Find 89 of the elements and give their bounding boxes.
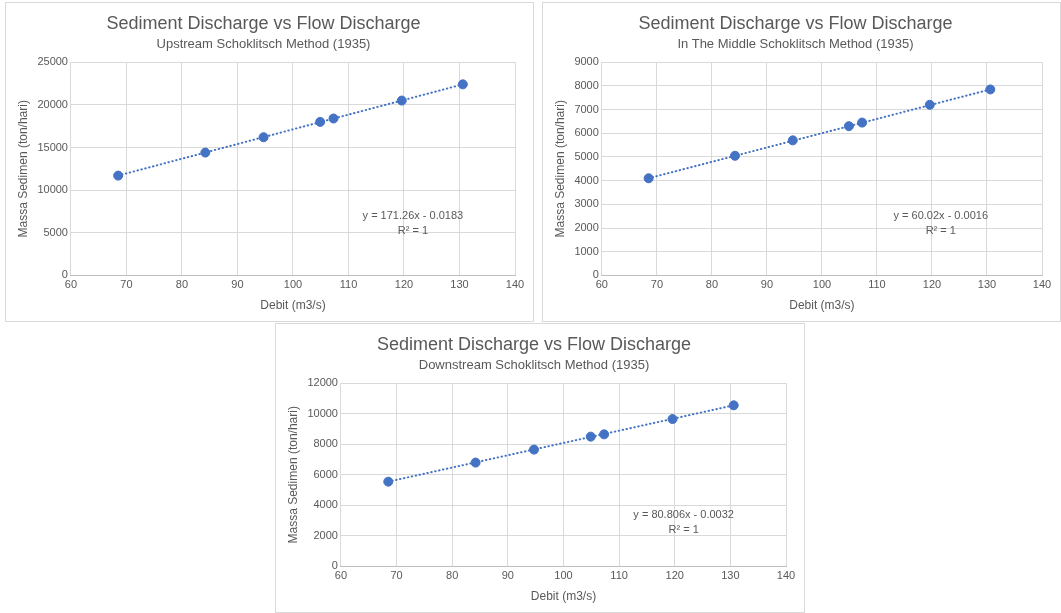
point	[985, 84, 996, 95]
y-tick-label: 3000	[574, 197, 599, 210]
point	[200, 147, 211, 158]
chart-subtitle: Downstream Schoklitsch Method (1935)	[418, 356, 650, 372]
x-tick-label: 90	[760, 278, 774, 291]
y-axis-title: Massa Sedimen (ton/hari)	[285, 406, 300, 544]
chart-title: Sediment Discharge vs Flow Discharge	[638, 12, 953, 33]
x-tick-label: 130	[977, 278, 997, 291]
x-tick-label: 60	[595, 278, 608, 291]
point	[113, 170, 124, 181]
y-tick-label: 9000	[574, 55, 599, 68]
point	[529, 444, 540, 455]
y-tick-label: 20000	[37, 97, 68, 110]
chart-subtitle: In The Middle Schoklitsch Method (1935)	[677, 35, 914, 51]
y-tick-label: 4000	[574, 173, 599, 186]
y-tick-label: 5000	[574, 149, 599, 162]
point	[599, 429, 610, 440]
y-tick-label: 2000	[313, 528, 338, 541]
point	[383, 476, 394, 487]
point	[857, 117, 868, 128]
point	[585, 431, 596, 442]
point	[328, 113, 339, 124]
chart-title: Sediment Discharge vs Flow Discharge	[376, 333, 692, 354]
x-tick-label: 120	[665, 569, 684, 582]
x-tick-label: 120	[922, 278, 942, 291]
y-tick-label: 1000	[574, 244, 599, 257]
y-axis-title: Massa Sedimen (ton/hari)	[552, 100, 567, 238]
annotation: y = 80.806x - 0.0032	[633, 508, 734, 521]
y-axis-title: Massa Sedimen (ton/hari)	[15, 100, 30, 238]
y-tick-label: 4000	[313, 498, 338, 511]
point	[396, 95, 407, 106]
annotation: R² = 1	[397, 223, 429, 236]
annotation: y = 60.02x - 0.0016	[893, 208, 989, 221]
x-tick-label: 140	[505, 278, 525, 291]
annotation: R² = 1	[925, 223, 956, 236]
x-tick-label: 110	[339, 278, 358, 291]
x-tick-label: 110	[868, 278, 886, 291]
x-tick-label: 70	[390, 569, 403, 582]
y-tick-label: 10000	[307, 406, 338, 419]
point	[843, 121, 854, 132]
point	[457, 79, 468, 90]
y-tick-label: 6000	[313, 467, 338, 480]
y-tick-label: 15000	[37, 140, 68, 153]
x-tick-label: 100	[554, 569, 573, 582]
x-tick-label: 120	[394, 278, 414, 291]
y-tick-label: 0	[61, 268, 68, 281]
y-tick-label: 8000	[313, 437, 338, 450]
x-tick-label: 140	[776, 569, 796, 582]
y-tick-label: 10000	[37, 183, 68, 196]
point	[470, 457, 481, 468]
x-axis-title: Debit (m3/s)	[530, 589, 597, 604]
y-tick-label: 12000	[307, 376, 338, 389]
point	[315, 116, 326, 127]
x-axis-title: Debit (m3/s)	[260, 298, 326, 313]
x-tick-label: 140	[1032, 278, 1052, 291]
y-tick-label: 0	[331, 559, 338, 572]
y-tick-label: 25000	[37, 55, 68, 68]
point	[924, 99, 935, 110]
y-tick-label: 5000	[43, 225, 68, 238]
point	[730, 150, 741, 161]
y-tick-label: 0	[592, 268, 599, 281]
x-tick-label: 130	[450, 278, 469, 291]
y-tick-label: 6000	[574, 126, 599, 139]
point	[728, 400, 739, 411]
chart-title: Sediment Discharge vs Flow Discharge	[106, 12, 421, 33]
x-tick-label: 70	[120, 278, 133, 291]
x-tick-label: 110	[610, 569, 628, 582]
x-tick-label: 80	[175, 278, 189, 291]
point	[643, 173, 654, 184]
point	[787, 135, 798, 146]
x-tick-label: 60	[64, 278, 78, 291]
x-tick-label: 60	[334, 569, 348, 582]
chart-subtitle: Upstream Schoklitsch Method (1935)	[156, 35, 371, 51]
x-tick-label: 70	[650, 278, 664, 291]
point	[258, 132, 269, 143]
y-tick-label: 8000	[574, 78, 599, 91]
y-tick-label: 7000	[574, 102, 599, 115]
x-tick-label: 130	[721, 569, 740, 582]
x-tick-label: 90	[501, 569, 514, 582]
x-tick-label: 80	[705, 278, 719, 291]
annotation: y = 171.26x - 0.0183	[362, 208, 464, 221]
point	[667, 414, 678, 425]
x-tick-label: 90	[231, 278, 244, 291]
x-axis-title: Debit (m3/s)	[789, 298, 855, 313]
x-tick-label: 100	[283, 278, 303, 291]
annotation: R² = 1	[668, 523, 699, 536]
x-tick-label: 100	[812, 278, 832, 291]
y-tick-label: 2000	[574, 221, 599, 234]
x-tick-label: 80	[446, 569, 459, 582]
